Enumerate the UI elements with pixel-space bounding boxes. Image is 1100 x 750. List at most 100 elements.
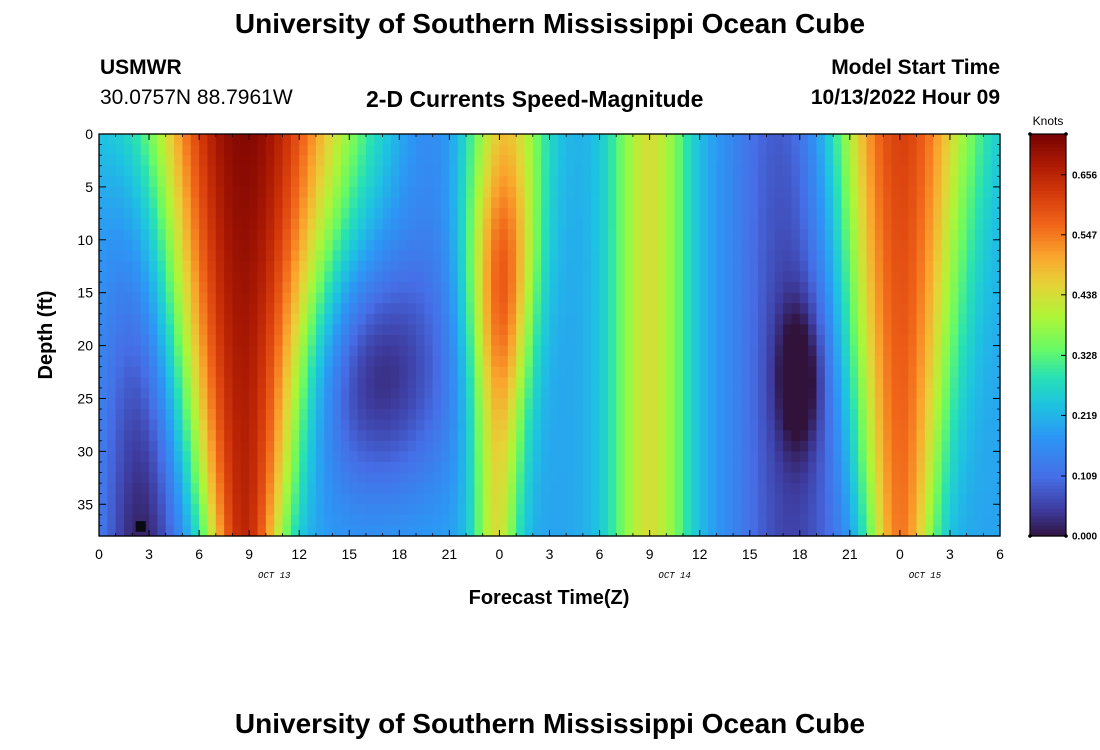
heatmap-cell	[482, 409, 492, 421]
heatmap-cell	[107, 155, 117, 167]
heatmap-cell	[474, 165, 484, 177]
heatmap-cell	[991, 483, 1001, 495]
heatmap-cell	[232, 218, 242, 230]
heatmap-cell	[849, 303, 859, 315]
heatmap-cell	[766, 430, 776, 442]
heatmap-cell	[883, 409, 893, 421]
heatmap-cell	[574, 366, 584, 378]
heatmap-cell	[124, 134, 133, 146]
heatmap-cell	[858, 504, 868, 516]
heatmap-cell	[365, 366, 375, 378]
heatmap-cell	[340, 419, 350, 431]
heatmap-cell	[774, 155, 784, 167]
heatmap-cell	[991, 377, 1001, 389]
heatmap-cell	[958, 356, 968, 368]
heatmap-cell	[966, 345, 976, 357]
heatmap-cell	[958, 451, 968, 463]
heatmap-cell	[566, 218, 576, 230]
heatmap-cell	[641, 525, 651, 537]
heatmap-cell	[624, 525, 634, 537]
heatmap-cell	[524, 493, 534, 505]
heatmap-cell	[841, 155, 851, 167]
heatmap-cell	[649, 313, 659, 326]
heatmap-cell	[791, 430, 801, 442]
heatmap-cell	[758, 514, 767, 527]
heatmap-cell	[449, 409, 459, 421]
heatmap-cell	[474, 377, 484, 389]
heatmap-cell	[749, 409, 759, 421]
heatmap-cell	[616, 335, 626, 347]
heatmap-cell	[924, 155, 934, 167]
heatmap-cell	[582, 303, 592, 315]
heatmap-cell	[816, 398, 826, 410]
heatmap-cell	[157, 239, 167, 251]
heatmap-cell	[132, 324, 142, 336]
heatmap-cell	[240, 461, 250, 474]
heatmap-cell	[949, 250, 959, 262]
heatmap-cell	[607, 335, 617, 347]
heatmap-cell	[908, 239, 918, 251]
heatmap-cell	[466, 504, 476, 516]
heatmap-cell	[858, 260, 868, 273]
heatmap-cell	[724, 419, 734, 431]
heatmap-cell	[449, 197, 459, 209]
heatmap-cell	[833, 387, 843, 400]
heatmap-cell	[132, 144, 142, 156]
heatmap-cell	[499, 186, 509, 199]
heatmap-cell	[966, 292, 976, 304]
heatmap-cell	[791, 229, 801, 241]
heatmap-cell	[115, 144, 125, 156]
colorbar-segment	[1030, 345, 1066, 349]
heatmap-cell	[149, 282, 158, 294]
heatmap-cell	[674, 155, 684, 167]
heatmap-cell	[107, 493, 117, 505]
heatmap-cell	[257, 186, 267, 199]
colorbar-segment	[1030, 435, 1066, 440]
heatmap-cell	[966, 451, 976, 463]
heatmap-cell	[432, 419, 442, 431]
heatmap-cell	[315, 483, 325, 495]
heatmap-cell	[299, 483, 309, 495]
heatmap-cell	[107, 239, 117, 251]
heatmap-cell	[716, 525, 726, 537]
heatmap-cell	[549, 134, 559, 146]
heatmap-cell	[733, 186, 742, 199]
heatmap-cell	[340, 176, 350, 188]
heatmap-cell	[891, 345, 901, 357]
heatmap-cell	[933, 271, 943, 283]
x-tick-label: 6	[996, 546, 1004, 562]
heatmap-cell	[541, 186, 551, 199]
heatmap-cell	[349, 282, 359, 294]
heatmap-cell	[374, 303, 384, 315]
heatmap-cell	[374, 461, 384, 474]
heatmap-cell	[657, 186, 667, 199]
heatmap-cell	[174, 282, 184, 294]
heatmap-cell	[507, 208, 517, 220]
heatmap-cell	[190, 176, 200, 188]
heatmap-cell	[432, 282, 442, 294]
heatmap-cell	[149, 430, 158, 442]
heatmap-cell	[591, 366, 601, 378]
heatmap-cell	[265, 409, 275, 421]
heatmap-cell	[941, 271, 951, 283]
heatmap-cell	[274, 430, 284, 442]
heatmap-cell	[307, 197, 317, 209]
colorbar-segment	[1030, 204, 1066, 209]
heatmap-cell	[899, 208, 909, 220]
heatmap-cell	[599, 197, 609, 209]
heatmap-cell	[799, 419, 809, 431]
heatmap-cell	[966, 409, 976, 421]
colorbar-segment	[1030, 154, 1066, 159]
heatmap-cell	[149, 250, 158, 262]
heatmap-cell	[424, 493, 434, 505]
heatmap-cell	[499, 239, 509, 251]
heatmap-cell	[916, 483, 926, 495]
heatmap-cell	[382, 514, 392, 527]
heatmap-cell	[299, 208, 309, 220]
heatmap-cell	[774, 451, 784, 463]
heatmap-cell	[224, 419, 234, 431]
heatmap-cell	[733, 461, 742, 474]
heatmap-cell	[224, 197, 234, 209]
heatmap-cell	[190, 260, 200, 273]
heatmap-cell	[858, 303, 868, 315]
